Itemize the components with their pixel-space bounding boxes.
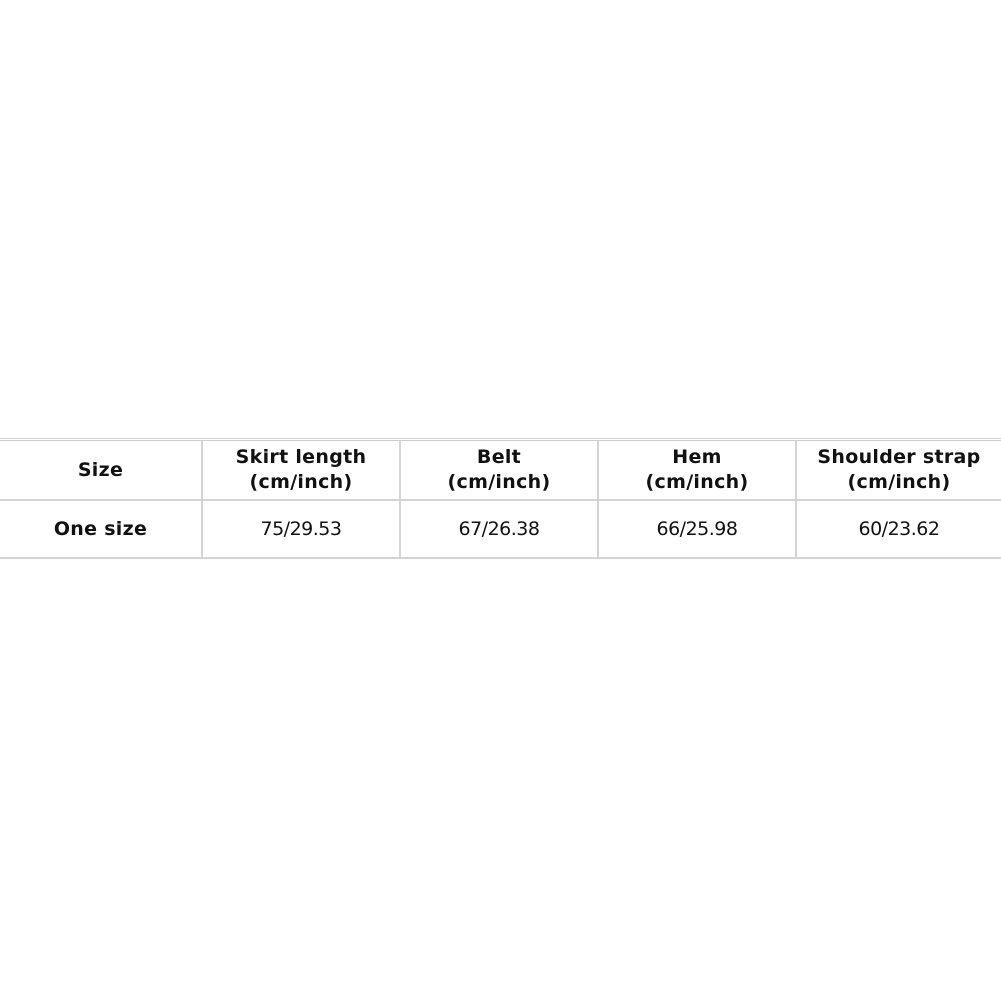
cell-shoulder-strap: 60/23.62 [795,499,1001,559]
header-shoulder-strap: Shoulder strap (cm/inch) [795,438,1001,501]
table-row: One size 75/29.53 67/26.38 66/25.98 60/2… [0,499,1001,559]
size-chart-table: Size Skirt length (cm/inch) Belt (cm/inch)… [0,438,1001,559]
cell-size: One size [0,499,203,559]
header-hem: Hem (cm/inch) [597,438,797,501]
header-unit: (cm/inch) [847,471,951,493]
cell-hem: 66/25.98 [597,499,797,559]
header-title: Hem [672,446,722,468]
header-size: Size [0,438,203,501]
header-unit: (cm/inch) [447,471,551,493]
header-belt: Belt (cm/inch) [399,438,599,501]
header-unit: (cm/inch) [645,471,749,493]
header-unit: (cm/inch) [249,471,353,493]
header-title: Belt [476,446,522,468]
header-title: Size [77,458,124,481]
cell-belt: 67/26.38 [399,499,599,559]
header-title: Shoulder strap [817,446,981,468]
table-header-row: Size Skirt length (cm/inch) Belt (cm/inch)… [0,438,1001,501]
header-skirt-length: Skirt length (cm/inch) [201,438,401,501]
cell-skirt-length: 75/29.53 [201,499,401,559]
header-title: Skirt length [235,446,367,468]
